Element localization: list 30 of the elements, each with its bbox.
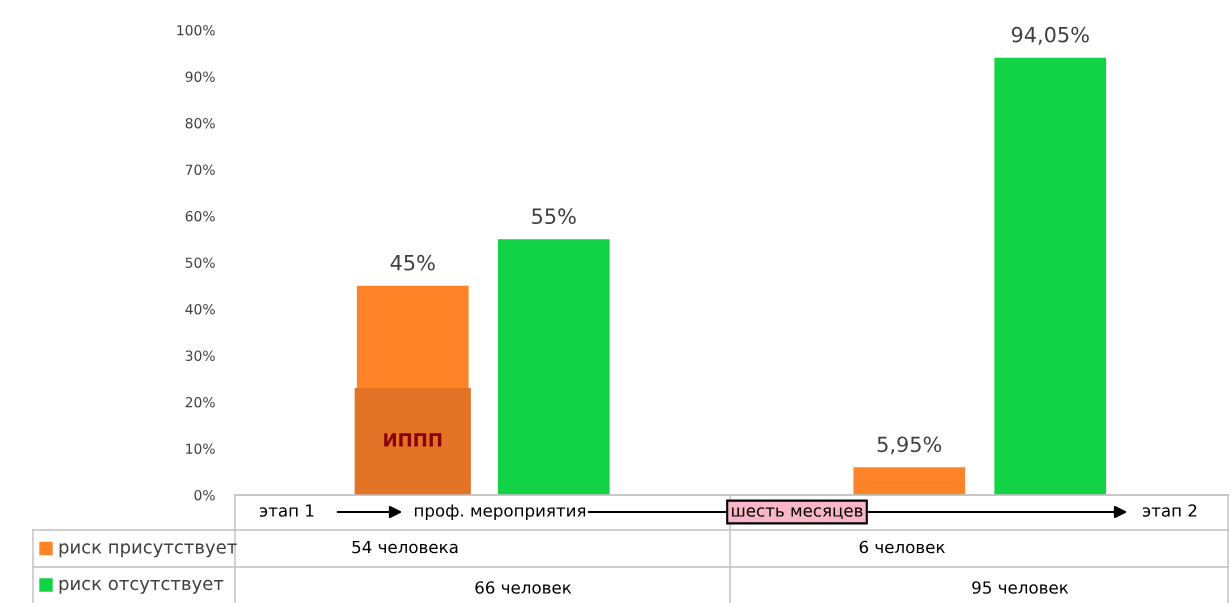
text: 95 человек [972,581,1069,594]
y-tick-label: 0% [194,489,215,501]
data-label: 5,95% [877,436,942,455]
y-tick-label: 70% [185,164,215,175]
text: 66 человек [475,581,572,594]
data-label: 55% [532,208,576,225]
text: этап 1 [259,504,314,517]
y-tick-label: 50% [185,257,215,268]
text: шесть месяцев [732,507,863,519]
y-tick-label: 20% [185,396,215,408]
annotation: ИППП [384,433,442,447]
legend-label: риск присутствует [59,543,237,558]
data-label: 94,05% [1011,26,1089,45]
y-tick-label: 30% [185,350,215,361]
bar [994,57,1107,495]
text: этап 2 [1142,504,1197,517]
text: 54 человека [352,540,458,554]
bar [497,239,610,495]
y-tick-label: 80% [185,117,215,129]
y-tick-label: 40% [185,303,215,315]
text: проф. мероприятия [415,504,586,521]
y-tick-label: 60% [185,210,215,222]
bar [853,467,966,495]
bar [354,388,471,495]
y-tick-label: 100% [177,24,215,36]
text: 6 человек [859,540,945,554]
y-tick-label: 90% [185,71,215,82]
data-label: 45% [390,254,435,271]
y-tick-label: 10% [186,443,215,454]
legend-label: риск отсутствует [59,579,224,594]
